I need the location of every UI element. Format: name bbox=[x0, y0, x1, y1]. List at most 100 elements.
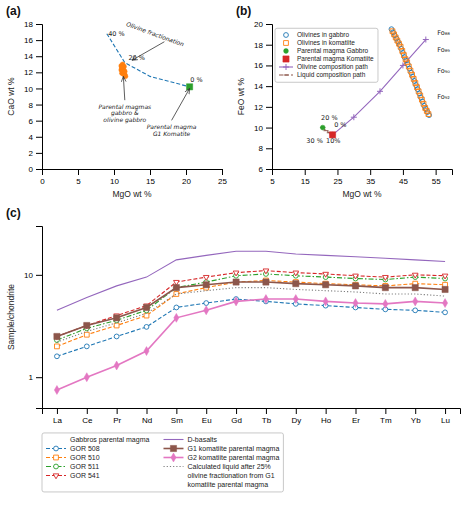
axis-line bbox=[43, 170, 223, 176]
marker bbox=[353, 299, 358, 308]
tick-mark bbox=[266, 86, 272, 87]
tick-label: 0 bbox=[40, 177, 45, 186]
tick-label: 45 bbox=[399, 177, 408, 186]
tick-mark bbox=[176, 408, 177, 414]
tick-label: 5 bbox=[76, 177, 81, 186]
tick: 35 bbox=[366, 169, 375, 186]
x-axis: LaCePrNdSmEuGdTbDyHoErTmYbLu bbox=[43, 408, 461, 425]
series-line bbox=[57, 271, 445, 337]
series-line bbox=[57, 288, 445, 343]
marker bbox=[203, 282, 209, 288]
tick: Gd bbox=[231, 408, 242, 425]
legend-swatch bbox=[279, 74, 293, 75]
legend-label-line: Calculated liquid after 25% bbox=[187, 463, 270, 471]
legend: Gabbros parental magmaGOR 508GOR 510GOR … bbox=[42, 433, 283, 492]
legend-label: Parental magma Komatiite bbox=[297, 55, 374, 63]
marker bbox=[174, 305, 179, 310]
marker bbox=[114, 361, 119, 370]
tick-label: Lu bbox=[441, 416, 450, 425]
series-line bbox=[57, 251, 445, 310]
legend-label: Olivines in komatiite bbox=[297, 39, 355, 46]
tick-label: 8 bbox=[29, 101, 34, 110]
marker bbox=[204, 301, 209, 306]
x-axis: 0510152025 bbox=[40, 169, 227, 186]
tick-label: 5 bbox=[270, 177, 275, 186]
legend-swatch bbox=[283, 56, 289, 62]
tick: Ce bbox=[82, 408, 93, 425]
tick-label: 14 bbox=[254, 82, 263, 91]
marker bbox=[122, 69, 127, 74]
tick-mark bbox=[356, 408, 357, 414]
marker bbox=[424, 109, 429, 114]
tick-mark bbox=[150, 169, 151, 175]
marker bbox=[233, 279, 239, 285]
tick-label: Dy bbox=[291, 416, 301, 425]
tick-mark bbox=[36, 105, 42, 106]
tick: 16 bbox=[254, 61, 272, 70]
y-axis-title: Sample/chondrite bbox=[6, 284, 16, 350]
legend-label: G2 komatiite parental magma bbox=[187, 454, 279, 462]
tick-label: 4 bbox=[29, 133, 34, 142]
legend-swatch bbox=[163, 466, 183, 467]
annotation-arrow bbox=[172, 88, 190, 120]
tick-label: Tb bbox=[262, 416, 272, 425]
tick: Tm bbox=[380, 408, 392, 425]
legend-label: Calculated liquid after 25%olivine fract… bbox=[187, 463, 274, 489]
legend-label: Olivines in gabbro bbox=[297, 31, 349, 39]
annotations: Olivine fractionation40 %20 %0 %Parental… bbox=[98, 20, 202, 136]
marker bbox=[423, 105, 428, 110]
tick-label: La bbox=[53, 416, 62, 425]
tick: 18 bbox=[254, 41, 272, 50]
tick-mark bbox=[415, 408, 416, 414]
tick-mark bbox=[117, 408, 118, 414]
tick-mark bbox=[36, 24, 42, 25]
panel: 5152535455568101214161820(b)MgO wt %FeO … bbox=[236, 4, 453, 199]
marker bbox=[203, 275, 209, 280]
tick-label: 12 bbox=[254, 103, 263, 112]
tick: 10 bbox=[254, 124, 272, 133]
tick-label: 35 bbox=[366, 177, 375, 186]
marker bbox=[54, 386, 59, 395]
legend-label-line: komatiite parental magma bbox=[187, 481, 268, 489]
legend-label: Liquid composition path bbox=[297, 71, 366, 79]
marker bbox=[395, 38, 400, 43]
tick-label: Tm bbox=[380, 416, 392, 425]
tick-mark bbox=[403, 169, 404, 175]
legend-swatch bbox=[54, 464, 59, 469]
tick: Sm bbox=[171, 408, 183, 425]
tick-mark bbox=[266, 408, 267, 414]
marker bbox=[423, 37, 429, 43]
marker bbox=[412, 273, 418, 278]
tick-label: 1 bbox=[29, 373, 34, 382]
annotation: Parental magmaG1 Komatite bbox=[147, 123, 197, 137]
marker bbox=[323, 272, 329, 277]
annotation: Fo₉₂ bbox=[437, 93, 450, 101]
tick-label: 10 bbox=[24, 271, 33, 280]
annotation: 40 % bbox=[108, 30, 125, 38]
tick-mark bbox=[266, 65, 272, 66]
annotation-line: olivine gabbro bbox=[103, 116, 146, 124]
legend-frame bbox=[42, 433, 283, 492]
tick-mark bbox=[36, 137, 42, 138]
marker bbox=[263, 269, 269, 274]
tick: 10 bbox=[110, 169, 119, 186]
tick-mark bbox=[114, 169, 115, 175]
tick-mark bbox=[36, 121, 42, 122]
marker bbox=[413, 308, 418, 313]
tick-mark bbox=[337, 169, 338, 175]
tick: 20 bbox=[182, 169, 191, 186]
marker bbox=[54, 333, 60, 339]
tick: 0 bbox=[40, 169, 45, 186]
marker bbox=[204, 306, 209, 315]
marker bbox=[143, 304, 149, 310]
y-axis: 68101214161820 bbox=[254, 20, 272, 174]
tick-mark bbox=[266, 45, 272, 46]
marker bbox=[84, 373, 89, 382]
tick: 15 bbox=[146, 169, 155, 186]
tick-label: Ho bbox=[321, 416, 332, 425]
marker bbox=[293, 295, 298, 304]
marker bbox=[263, 295, 268, 304]
tick-mark bbox=[36, 72, 42, 73]
tick: Nd bbox=[142, 408, 152, 425]
tick-label: 18 bbox=[24, 20, 33, 29]
